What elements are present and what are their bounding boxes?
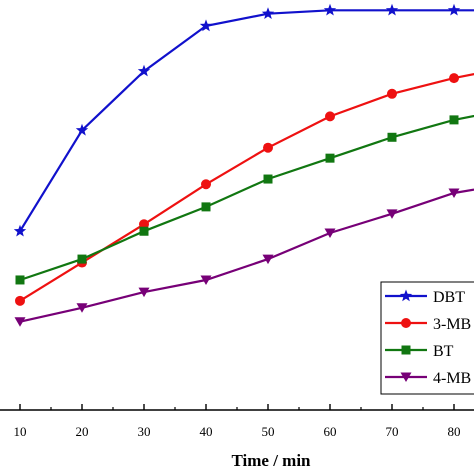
data-point-dbt xyxy=(13,224,27,237)
x-tick-label: 60 xyxy=(324,424,337,439)
legend-marker-3-mb xyxy=(401,318,411,328)
data-point-4-mb xyxy=(324,228,336,238)
x-tick-label: 40 xyxy=(200,424,213,439)
series-3-mb xyxy=(15,73,474,306)
data-point-dbt xyxy=(447,3,461,16)
data-point-bt xyxy=(201,202,211,212)
data-point-bt xyxy=(263,174,273,184)
x-tick-label: 30 xyxy=(138,424,151,439)
data-point-dbt xyxy=(199,19,213,32)
x-tick-label: 20 xyxy=(76,424,89,439)
data-point-3-mb xyxy=(449,73,459,84)
legend-label-bt: BT xyxy=(433,343,454,360)
data-point-3-mb xyxy=(15,295,25,306)
x-tick-label: 80 xyxy=(448,424,461,439)
data-point-4-mb xyxy=(262,254,274,265)
data-point-4-mb xyxy=(14,317,26,327)
data-point-4-mb xyxy=(76,303,88,313)
legend-marker-4-mb xyxy=(400,372,412,382)
axes: 10 20 30 40 50 60 70 80 xyxy=(0,404,474,439)
series-line-bt xyxy=(19,114,474,282)
x-axis-title: Time / min xyxy=(231,451,311,470)
data-point-bt xyxy=(449,115,459,125)
data-point-bt xyxy=(139,226,149,236)
data-point-dbt xyxy=(323,3,337,16)
x-tick-label: 10 xyxy=(14,424,27,439)
x-tick-label: 50 xyxy=(262,424,275,439)
data-point-dbt xyxy=(385,3,399,16)
data-point-3-mb xyxy=(387,88,397,99)
series-bt xyxy=(15,114,474,285)
legend-marker-dbt xyxy=(399,289,413,302)
data-point-3-mb xyxy=(201,179,211,190)
legend-label-3-mb: 3-MB xyxy=(433,316,471,333)
data-point-4-mb xyxy=(138,287,150,298)
data-point-bt xyxy=(15,275,25,285)
data-point-4-mb xyxy=(200,275,212,285)
legend-marker-bt xyxy=(401,345,411,355)
data-point-bt xyxy=(387,132,397,142)
data-point-dbt xyxy=(261,7,275,19)
legend-label-4-mb: 4-MB xyxy=(433,370,471,387)
data-point-3-mb xyxy=(263,142,273,153)
x-tick-label: 70 xyxy=(386,424,399,439)
series-line-dbt xyxy=(19,9,474,232)
legend-box xyxy=(380,281,474,395)
data-point-dbt xyxy=(137,64,151,77)
data-point-4-mb xyxy=(448,188,460,198)
data-point-dbt xyxy=(75,123,89,136)
data-point-3-mb xyxy=(325,111,335,122)
series-layer xyxy=(13,3,474,327)
legend: DBT 3-MB BT 4-MB xyxy=(380,281,474,395)
data-point-bt xyxy=(77,254,87,264)
legend-label-dbt: DBT xyxy=(433,289,465,306)
series-4-mb xyxy=(14,188,474,327)
series-dbt xyxy=(13,3,474,237)
data-point-4-mb xyxy=(386,209,398,219)
data-point-bt xyxy=(325,153,335,163)
